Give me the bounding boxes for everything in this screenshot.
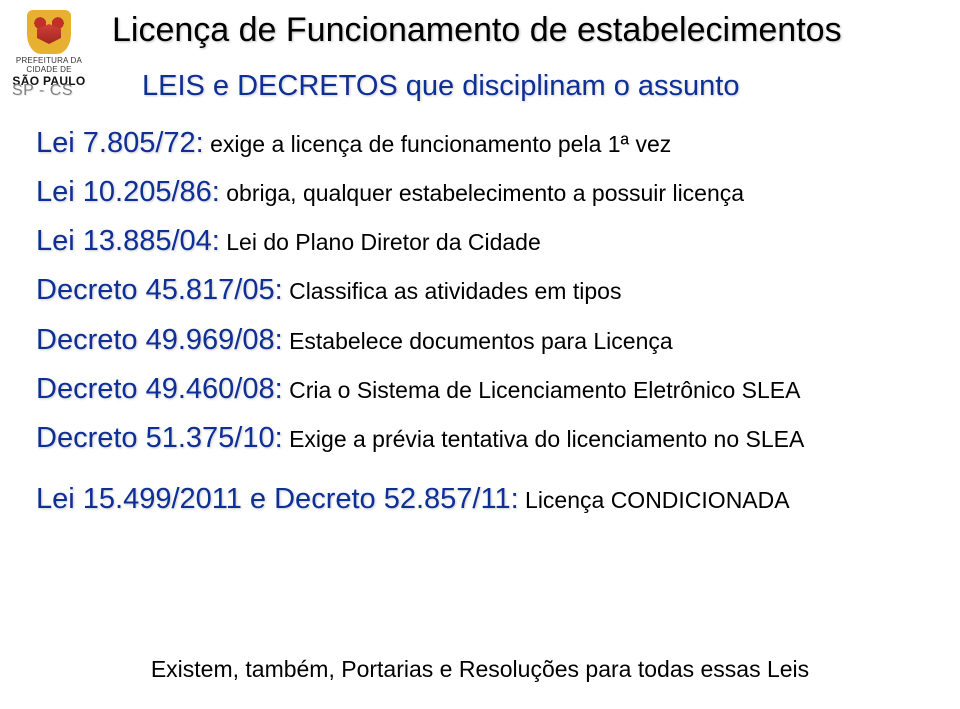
item-sep: : <box>212 225 220 257</box>
item-sep: : <box>275 422 283 454</box>
item-sep: : <box>275 324 283 356</box>
list-item: Decreto 49.969/08: Estabelece documentos… <box>36 321 930 360</box>
law-list: Lei 7.805/72: exige a licença de funcion… <box>36 124 930 529</box>
page-title: Licença de Funcionamento de estabelecime… <box>112 12 950 49</box>
item-sep: : <box>212 176 220 208</box>
item-desc: exige a licença de funcionamento pela 1ª… <box>204 131 672 157</box>
item-key: Lei 13.885/04 <box>36 225 212 257</box>
item-key: Lei 15.499/2011 e Decreto 52.857/11 <box>36 483 511 515</box>
item-desc: Cria o Sistema de Licenciamento Eletrôni… <box>283 377 801 403</box>
list-item: Decreto 51.375/10: Exige a prévia tentat… <box>36 419 930 458</box>
crest-icon <box>27 10 71 54</box>
item-key: Decreto 49.969/08 <box>36 324 275 356</box>
item-sep: : <box>196 127 204 159</box>
item-desc: Estabelece documentos para Licença <box>283 328 673 354</box>
item-key: Lei 10.205/86 <box>36 176 212 208</box>
item-key: Decreto 49.460/08 <box>36 373 275 405</box>
item-desc: Lei do Plano Diretor da Cidade <box>220 229 541 255</box>
sp-cs-label: SP - CS <box>12 82 73 100</box>
item-sep: : <box>275 274 283 306</box>
list-item: Lei 13.885/04: Lei do Plano Diretor da C… <box>36 222 930 261</box>
item-key: Decreto 51.375/10 <box>36 422 275 454</box>
list-item: Lei 15.499/2011 e Decreto 52.857/11: Lic… <box>36 480 930 519</box>
item-key: Lei 7.805/72 <box>36 127 196 159</box>
slide: PREFEITURA DA CIDADE DE SÃO PAULO SP - C… <box>0 0 960 709</box>
item-desc: Exige a prévia tentativa do licenciament… <box>283 426 805 452</box>
item-key: Decreto 45.817/05 <box>36 274 275 306</box>
item-desc: obriga, qualquer estabelecimento a possu… <box>220 180 744 206</box>
item-sep: : <box>275 373 283 405</box>
item-sep: : <box>511 483 519 515</box>
footer-note: Existem, também, Portarias e Resoluções … <box>0 656 960 683</box>
list-item: Lei 10.205/86: obriga, qualquer estabele… <box>36 173 930 212</box>
item-desc: Classifica as atividades em tipos <box>283 278 622 304</box>
list-item: Decreto 45.817/05: Classifica as ativida… <box>36 271 930 310</box>
item-desc: Licença CONDICIONADA <box>519 487 790 513</box>
logo-line1: PREFEITURA DA CIDADE DE <box>8 56 90 74</box>
city-logo: PREFEITURA DA CIDADE DE SÃO PAULO <box>8 10 90 88</box>
page-subtitle: LEIS e DECRETOS que disciplinam o assunt… <box>142 70 739 103</box>
list-item: Decreto 49.460/08: Cria o Sistema de Lic… <box>36 370 930 409</box>
list-item: Lei 7.805/72: exige a licença de funcion… <box>36 124 930 163</box>
